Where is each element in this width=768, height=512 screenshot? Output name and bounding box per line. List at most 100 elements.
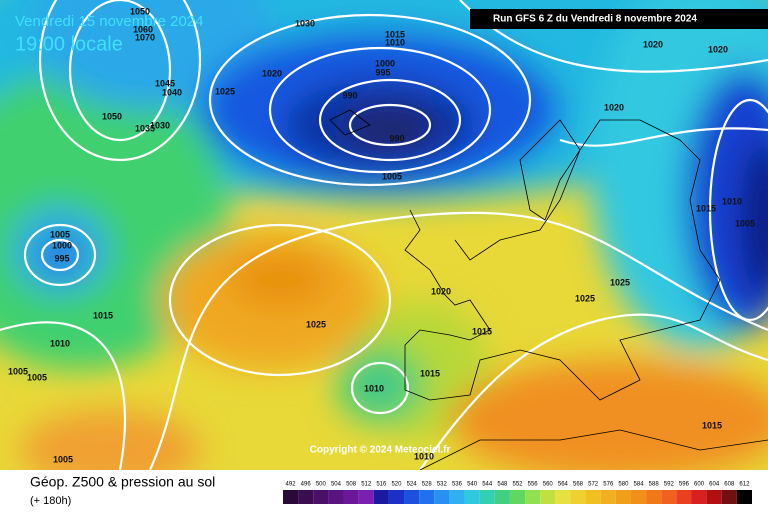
isobar-label: 1020 bbox=[643, 39, 663, 49]
isobar-label: 1000 bbox=[52, 240, 72, 250]
footer-title: Géop. Z500 & pression au sol bbox=[30, 474, 215, 490]
isobar-label: 995 bbox=[375, 67, 390, 77]
run-info: Run GFS 6 Z du Vendredi 8 novembre 2024 bbox=[493, 14, 697, 25]
legend-swatch bbox=[373, 490, 389, 504]
date: Vendredi 15 novembre 2024 bbox=[15, 13, 203, 30]
legend-swatch bbox=[419, 490, 435, 504]
legend-label: 580 bbox=[618, 482, 629, 488]
legend-label: 512 bbox=[361, 482, 372, 488]
isobar-label: 1050 bbox=[130, 6, 150, 16]
legend-swatch bbox=[449, 490, 465, 504]
legend-swatch bbox=[706, 490, 722, 504]
legend-swatch bbox=[691, 490, 707, 504]
isobar-label: 1025 bbox=[306, 319, 326, 329]
isobar-label: 1015 bbox=[702, 420, 722, 430]
isobar-label: 1025 bbox=[215, 86, 235, 96]
legend-label: 500 bbox=[316, 482, 327, 488]
legend-swatch bbox=[600, 490, 616, 504]
legend-label: 608 bbox=[724, 482, 735, 488]
isobar-label: 1015 bbox=[696, 203, 716, 213]
isobar-label: 1040 bbox=[162, 87, 182, 97]
legend-swatch bbox=[298, 490, 314, 504]
legend-swatch bbox=[736, 490, 752, 504]
isobar-label: 1060 bbox=[133, 24, 153, 34]
legend-swatch bbox=[479, 490, 495, 504]
copyright: Copyright © 2024 Meteociel.fr bbox=[310, 445, 451, 456]
field bbox=[0, 0, 768, 470]
isobar-label: 1035 bbox=[135, 123, 155, 133]
isobar-label: 1005 bbox=[8, 366, 28, 376]
legend-label: 592 bbox=[664, 482, 675, 488]
legend-label: 572 bbox=[588, 482, 599, 488]
legend-label: 516 bbox=[376, 482, 387, 488]
run-box bbox=[470, 9, 768, 29]
isobar-label: 1005 bbox=[53, 454, 73, 464]
legend-swatch bbox=[630, 490, 647, 504]
legend-swatch bbox=[661, 490, 677, 504]
legend-label: 528 bbox=[422, 482, 433, 488]
isobar-label: 1025 bbox=[610, 277, 630, 287]
legend-swatch bbox=[646, 490, 662, 504]
isobar-label: 1015 bbox=[93, 310, 113, 320]
legend-label: 556 bbox=[528, 482, 539, 488]
isobar-label: 1005 bbox=[50, 229, 70, 239]
legend-label: 504 bbox=[331, 482, 342, 488]
legend-label: 600 bbox=[694, 482, 705, 488]
legend-label: 524 bbox=[407, 482, 418, 488]
legend-label: 492 bbox=[286, 482, 297, 488]
legend-label: 552 bbox=[512, 482, 523, 488]
isobar-label: 1010 bbox=[414, 451, 434, 461]
legend: 492 496 500 504 508 512 516 520 524 528 532 536 540 5… bbox=[283, 482, 752, 504]
legend-swatch bbox=[721, 490, 737, 504]
legend-label: 532 bbox=[437, 482, 448, 488]
legend-swatch bbox=[540, 490, 556, 504]
legend-swatch bbox=[283, 490, 299, 504]
legend-label: 544 bbox=[482, 482, 493, 488]
legend-swatch bbox=[676, 490, 692, 504]
isobar-label: 1020 bbox=[708, 44, 728, 54]
legend-label: 496 bbox=[301, 482, 312, 488]
legend-label: 560 bbox=[543, 482, 554, 488]
isobar-label: 1025 bbox=[575, 293, 595, 303]
isobar-label: 1015 bbox=[385, 29, 405, 39]
isobar-label: 1010 bbox=[364, 383, 384, 393]
isobar-label: 1020 bbox=[431, 286, 451, 296]
isobar-label: 1050 bbox=[102, 111, 122, 121]
legend-label: 548 bbox=[497, 482, 508, 488]
isobar-label: 1020 bbox=[604, 102, 624, 112]
legend-swatch bbox=[464, 490, 480, 504]
legend-label: 564 bbox=[558, 482, 569, 488]
legend-swatch bbox=[434, 490, 450, 504]
isobar-label: 1015 bbox=[420, 368, 440, 378]
isobar-label: 1000 bbox=[375, 58, 395, 68]
isobar-label: 1005 bbox=[735, 218, 755, 228]
legend-swatch bbox=[509, 490, 526, 504]
legend-label: 576 bbox=[603, 482, 614, 488]
legend-swatch bbox=[328, 490, 344, 504]
isobar-label: 1030 bbox=[295, 18, 315, 28]
isobar-label: 1045 bbox=[155, 78, 175, 88]
isobar-label: 990 bbox=[342, 90, 357, 100]
legend-label: 536 bbox=[452, 482, 463, 488]
legend-swatch bbox=[313, 490, 329, 504]
isobar-label: 1005 bbox=[382, 171, 402, 181]
legend-label: 584 bbox=[634, 482, 645, 488]
legend-label: 520 bbox=[391, 482, 402, 488]
legend-swatch bbox=[570, 490, 586, 504]
isobar-label: 990 bbox=[389, 133, 404, 143]
legend-label: 588 bbox=[649, 482, 660, 488]
legend-label: 508 bbox=[346, 482, 357, 488]
legend-swatch bbox=[555, 490, 571, 504]
isobar-label: 1020 bbox=[262, 68, 282, 78]
isobar-label: 1010 bbox=[50, 338, 70, 348]
legend-swatch bbox=[343, 490, 359, 504]
isobar-label: 995 bbox=[54, 253, 69, 263]
isobar-label: 1010 bbox=[722, 196, 742, 206]
legend-label: 540 bbox=[467, 482, 478, 488]
legend-swatch bbox=[404, 490, 420, 504]
legend-swatch bbox=[388, 490, 405, 504]
time: 19:00 locale bbox=[15, 33, 123, 55]
legend-label: 568 bbox=[573, 482, 584, 488]
legend-swatch bbox=[494, 490, 510, 504]
